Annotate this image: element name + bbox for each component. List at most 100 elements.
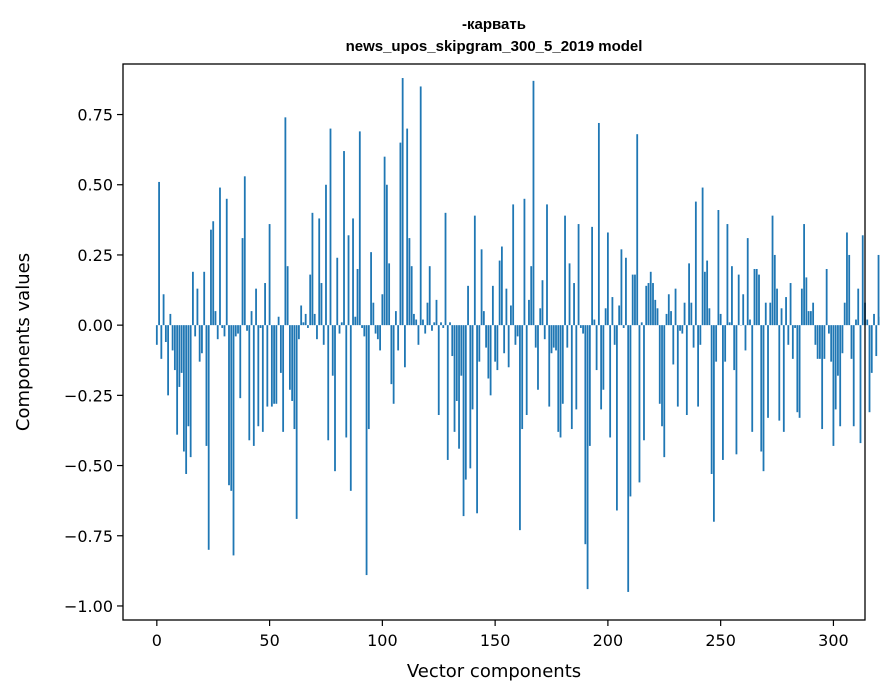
- bar: [688, 263, 690, 326]
- bar: [367, 325, 370, 430]
- y-axis-ticks: −1.00 −0.75 −0.50 −0.25 0.00 0.25 0.50 0.75: [64, 106, 123, 616]
- bar: [735, 325, 738, 455]
- bar: [722, 325, 724, 460]
- bar: [221, 325, 224, 328]
- bar: [837, 325, 839, 376]
- bar: [203, 271, 206, 326]
- bar: [322, 325, 325, 345]
- bar: [487, 325, 490, 379]
- bar: [437, 325, 440, 416]
- bar: [327, 325, 330, 441]
- bar: [647, 283, 650, 326]
- bar: [510, 305, 512, 326]
- bar: [182, 325, 185, 452]
- bar: [679, 325, 681, 331]
- bar: [302, 322, 305, 326]
- bar: [830, 325, 833, 362]
- bar: [446, 325, 449, 460]
- bar: [370, 252, 372, 326]
- bar: [559, 325, 562, 438]
- bar: [521, 325, 524, 430]
- bar: [528, 299, 530, 326]
- bar: [169, 313, 172, 326]
- bar: [708, 308, 711, 326]
- bar: [394, 311, 397, 326]
- x-tick-label: 100: [367, 631, 398, 650]
- bar: [636, 134, 639, 326]
- bar: [649, 271, 652, 326]
- bar: [692, 325, 695, 348]
- bar: [178, 325, 181, 387]
- bar: [645, 285, 648, 326]
- bar: [358, 131, 361, 326]
- bar: [482, 311, 485, 326]
- bar: [176, 325, 179, 435]
- bar: [320, 283, 323, 326]
- bar: [264, 283, 266, 326]
- bar: [674, 288, 677, 326]
- bar: [552, 325, 555, 348]
- bar: [791, 325, 794, 359]
- bar: [537, 325, 539, 390]
- bar: [575, 325, 578, 410]
- bar: [485, 325, 487, 348]
- bar: [318, 218, 321, 326]
- bar: [753, 268, 756, 326]
- bar: [171, 325, 174, 351]
- bar: [365, 325, 368, 576]
- bar: [595, 325, 598, 371]
- bar: [304, 313, 307, 326]
- bar: [415, 319, 418, 326]
- bar: [426, 302, 429, 326]
- bar: [855, 319, 857, 326]
- bar: [406, 128, 409, 326]
- bar: [374, 325, 377, 334]
- bar: [243, 176, 246, 326]
- bar: [591, 226, 593, 326]
- bar: [192, 271, 194, 326]
- bar: [778, 325, 781, 421]
- bar: [494, 325, 497, 362]
- bar: [859, 325, 862, 444]
- bar: [180, 325, 183, 373]
- bar: [255, 288, 257, 326]
- bar: [550, 325, 553, 354]
- bar: [584, 325, 587, 545]
- bar: [548, 325, 551, 407]
- bar: [413, 313, 415, 326]
- bar: [794, 325, 796, 328]
- bar: [771, 215, 774, 326]
- y-tick-label: −0.50: [64, 457, 113, 476]
- bar: [726, 224, 729, 326]
- bar: [764, 302, 767, 326]
- bar: [257, 325, 260, 427]
- bar: [606, 232, 609, 326]
- bar: [198, 325, 201, 362]
- bar: [237, 325, 239, 334]
- bar: [329, 128, 332, 326]
- bar: [261, 325, 264, 432]
- bar: [155, 325, 158, 345]
- bar: [435, 299, 438, 326]
- bar: [870, 325, 873, 373]
- bar: [541, 280, 544, 326]
- bar: [629, 325, 632, 497]
- bar: [654, 299, 657, 326]
- bar: [401, 78, 404, 326]
- bar: [767, 325, 769, 418]
- x-tick-label: 250: [705, 631, 736, 650]
- bar: [219, 187, 221, 326]
- bar: [597, 122, 600, 326]
- bar: [239, 325, 242, 399]
- bar: [212, 221, 215, 326]
- bar: [539, 308, 542, 326]
- bar: [340, 322, 343, 326]
- bar: [334, 325, 336, 472]
- bar: [703, 271, 706, 326]
- bar: [505, 288, 508, 326]
- bar: [404, 325, 406, 368]
- bar: [187, 325, 190, 427]
- bar: [663, 325, 666, 458]
- y-tick-label: 0.25: [77, 246, 113, 265]
- bar: [349, 325, 352, 491]
